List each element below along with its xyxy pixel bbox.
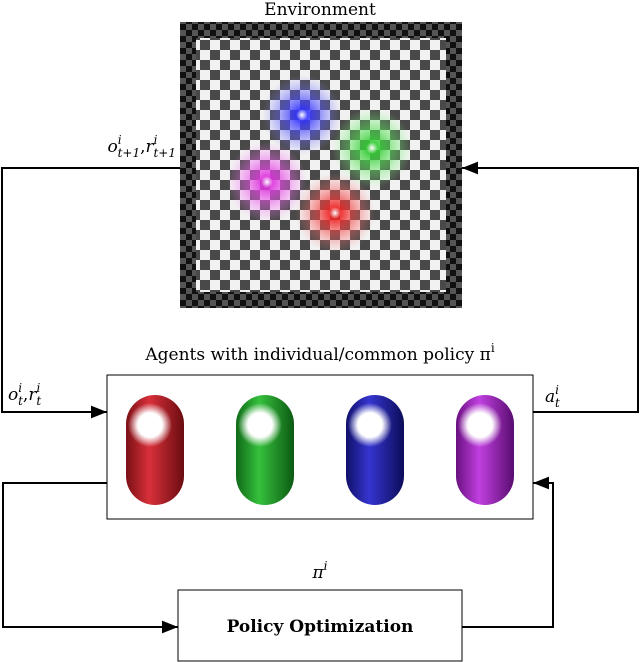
label-part: Policy Optimization xyxy=(227,617,414,637)
label-part: π xyxy=(480,345,491,365)
observation-label: oi t,ri t xyxy=(8,381,41,408)
label-part: i xyxy=(491,341,495,355)
label-part: t xyxy=(555,396,560,410)
label-part: i xyxy=(36,381,40,395)
label-part: a xyxy=(545,387,555,407)
label-part: o xyxy=(8,385,18,405)
label-part: i xyxy=(324,559,328,573)
label-part: r xyxy=(28,385,37,405)
label-part: i xyxy=(154,133,158,147)
label-part: π xyxy=(311,563,324,583)
environment-title: Environment xyxy=(264,0,376,20)
policy-optimization-box xyxy=(177,589,463,662)
label-part: i xyxy=(555,383,559,397)
observation-next-label: oi t+1,ri t+1 xyxy=(107,133,176,160)
label-part: i xyxy=(118,133,122,147)
policy-optimization-label: Policy Optimization xyxy=(227,617,414,637)
label-part: r xyxy=(146,137,155,157)
action-label: ai t xyxy=(545,383,560,410)
agents-title: Agents with individual/common policy πi xyxy=(144,341,494,365)
label-part: t xyxy=(18,394,23,408)
label-part: , xyxy=(23,385,28,405)
policy-label: πi xyxy=(311,559,327,583)
connectors xyxy=(1,161,639,634)
label-part: i xyxy=(18,381,22,395)
label-part: o xyxy=(107,137,117,157)
label-part: t+1 xyxy=(153,146,176,160)
label-part: t+1 xyxy=(118,146,141,160)
environment-image xyxy=(180,22,462,308)
agent-capsules xyxy=(126,395,514,505)
label-part: Environment xyxy=(264,0,376,20)
label-part: Agents with individual/common policy xyxy=(144,345,479,365)
label-part: t xyxy=(36,394,41,408)
label-part: , xyxy=(140,137,145,157)
